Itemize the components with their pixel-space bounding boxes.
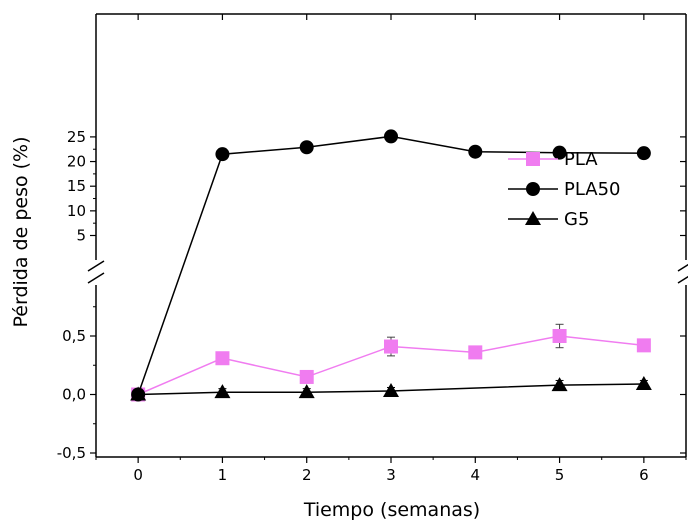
x-tick-label: 4	[471, 466, 481, 484]
legend-marker-pla50	[526, 182, 540, 196]
data-point-pla50	[384, 129, 398, 144]
axis-break-mark-right	[677, 275, 688, 284]
axis-break-mark-right	[677, 263, 688, 272]
legend-label-g5: G5	[564, 209, 589, 230]
data-point-pla50	[215, 147, 230, 162]
x-tick-label: 1	[218, 466, 228, 484]
data-point-g5	[130, 386, 147, 401]
data-point-g5	[383, 382, 399, 397]
data-point-pla	[552, 329, 567, 343]
axis-break-mark-left	[87, 272, 105, 284]
data-point-pla50	[468, 144, 483, 159]
x-tick-label: 5	[555, 466, 565, 484]
axis-break-mark-left	[87, 260, 105, 272]
data-point-pla50	[636, 146, 651, 161]
x-axis-label: Tiempo (semanas)	[303, 499, 480, 521]
data-point-pla50	[299, 140, 314, 155]
legend-marker-g5	[525, 211, 541, 225]
series-line-g5	[138, 383, 644, 396]
data-point-pla	[299, 369, 314, 384]
x-tick-label: 3	[386, 466, 396, 484]
data-point-pla	[215, 351, 230, 366]
y-axis-label: Pérdida de peso (%)	[10, 136, 32, 327]
y-tick-label: 0,0	[62, 386, 86, 404]
legend-label-pla: PLA	[564, 149, 598, 170]
legend-label-pla50: PLA50	[564, 179, 621, 200]
y-tick-label: 20	[67, 153, 86, 171]
x-tick-label: 2	[302, 466, 312, 484]
y-tick-label: -0,5	[57, 444, 86, 462]
data-point-pla	[384, 339, 398, 354]
y-tick-label: 10	[67, 202, 86, 220]
y-tick-label: 25	[67, 128, 86, 146]
data-point-g5	[214, 384, 231, 399]
data-point-pla50	[552, 145, 567, 160]
x-tick-label: 0	[133, 466, 143, 484]
data-point-g5	[298, 384, 315, 399]
y-tick-label: 5	[76, 227, 86, 245]
x-tick-label: 6	[639, 466, 649, 484]
y-tick-label: 0,5	[62, 327, 86, 345]
legend-marker-pla	[526, 152, 540, 166]
data-point-pla	[468, 345, 483, 360]
data-point-pla	[636, 338, 651, 353]
data-point-g5	[551, 377, 568, 392]
data-point-g5	[635, 375, 652, 390]
y-tick-label: 15	[67, 177, 86, 195]
